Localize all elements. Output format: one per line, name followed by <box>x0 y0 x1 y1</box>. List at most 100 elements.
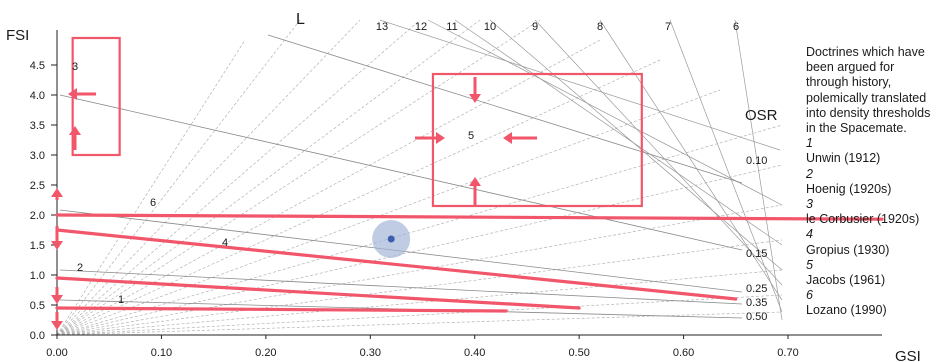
y-axis-label: FSI <box>6 27 29 44</box>
l-line-label: 11 <box>446 21 457 33</box>
arrow-head <box>68 88 77 100</box>
caption-entry-number: 1 <box>806 136 813 151</box>
fan-ray <box>56 39 246 336</box>
box-label: 5 <box>468 130 474 142</box>
y-tick-label: 3.5 <box>30 120 45 132</box>
fan-ray <box>56 19 301 336</box>
x-axis-label: GSI <box>895 348 921 362</box>
caption-entry-reference: Gropius (1930) <box>806 242 890 257</box>
l-line-label: 13 <box>376 21 388 33</box>
caption-entry-number: 5 <box>806 257 813 272</box>
caption-intro: Doctrines which have been argued for thr… <box>806 45 931 136</box>
y-tick-label: 0.0 <box>30 330 45 342</box>
l-line <box>534 19 783 286</box>
fan-ray <box>56 19 541 336</box>
threshold-label: 4 <box>222 237 228 249</box>
fan-ray <box>56 311 783 336</box>
threshold-box <box>71 36 121 157</box>
caption-entry-reference: Hoenig (1920s) <box>806 181 892 196</box>
threshold-line <box>55 213 884 221</box>
y-tick-label: 3.0 <box>30 150 45 162</box>
arrow-head <box>69 126 81 135</box>
l-line <box>379 19 781 151</box>
caption-list: 1 Unwin (1912) 2 Hoenig (1920s) 3 le Corbusie… <box>806 136 936 318</box>
l-line <box>599 19 783 301</box>
l-line-label: 9 <box>532 21 538 33</box>
osr-line <box>59 269 743 305</box>
fan-ray <box>56 59 661 336</box>
x-tick-label: 0.60 <box>673 347 694 359</box>
osr-line <box>59 94 743 251</box>
l-line-label: 7 <box>665 21 671 33</box>
fan-ray <box>56 89 721 336</box>
arrow-head <box>469 94 481 103</box>
guide-lines <box>56 19 783 336</box>
caption-entry-number: 6 <box>806 288 813 303</box>
threshold-label: 2 <box>77 262 83 274</box>
x-tick-label: 0.70 <box>777 347 798 359</box>
fan-ray <box>56 269 783 336</box>
y-tick-label: 1.5 <box>30 240 45 252</box>
l-line-label: 8 <box>597 21 603 33</box>
box-label: 3 <box>72 61 78 73</box>
l-line <box>669 19 783 313</box>
osr-line-label: 0.35 <box>746 297 767 309</box>
caption-entry-reference: le Corbusier (1920s) <box>806 212 920 227</box>
arrow-head <box>503 132 512 144</box>
osr-line-label: 0.10 <box>746 155 767 167</box>
caption-entry-number: 4 <box>806 227 813 242</box>
threshold-label: 1 <box>118 294 124 306</box>
y-tick-label: 4.0 <box>30 90 45 102</box>
x-tick-label: 0.00 <box>46 347 67 359</box>
osr-axis-label: OSR <box>745 107 778 124</box>
x-tick-label: 0.30 <box>360 347 381 359</box>
arrow-head <box>51 321 63 330</box>
arrow-head <box>51 241 63 250</box>
fan-ray <box>56 39 601 336</box>
threshold-label: 6 <box>150 197 156 209</box>
caption-entry-number: 2 <box>806 166 813 181</box>
threshold-line <box>55 276 581 310</box>
osr-line-label: 0.25 <box>746 283 767 295</box>
x-tick-label: 0.10 <box>151 347 172 359</box>
y-tick-label: 0.5 <box>30 300 45 312</box>
fan-ray <box>56 204 783 336</box>
l-line <box>734 19 783 321</box>
caption-entry-reference: Lozano (1990) <box>806 303 887 318</box>
l-line-label: 12 <box>415 21 427 33</box>
threshold-line <box>55 228 738 301</box>
highlight-point <box>387 235 395 243</box>
fan-ray <box>56 124 783 336</box>
y-tick-label: 2.5 <box>30 180 45 192</box>
threshold-box <box>431 72 643 208</box>
x-tick-label: 0.50 <box>568 347 589 359</box>
osr-line <box>267 34 743 184</box>
osr-line-label: 0.50 <box>746 311 767 323</box>
arrow-head <box>436 132 445 144</box>
y-tick-label: 2.0 <box>30 210 45 222</box>
caption-entry-reference: Unwin (1912) <box>806 151 881 166</box>
y-tick-label: 4.5 <box>30 60 45 72</box>
osr-line-label: 0.15 <box>746 248 767 260</box>
density-thresholds <box>51 36 884 330</box>
fan-ray <box>56 294 783 336</box>
l-line-label: 6 <box>733 21 739 33</box>
x-tick-label: 0.40 <box>464 347 485 359</box>
x-tick-label: 0.20 <box>255 347 276 359</box>
l-line <box>427 19 783 206</box>
arrow-head <box>51 188 63 197</box>
l-line <box>489 19 783 271</box>
l-axis-label: L <box>296 11 305 28</box>
l-line <box>454 19 783 246</box>
arrow-head <box>469 177 481 186</box>
fan-ray <box>56 164 783 336</box>
fan-ray <box>56 239 783 336</box>
caption-entry-reference: Jacobs (1961) <box>806 273 886 288</box>
caption: Doctrines which have been argued for thr… <box>806 45 936 319</box>
caption-entry-number: 3 <box>806 197 813 212</box>
axes: 0.0 0.5 1.0 1.5 2.0 2.5 3.0 3.5 4.0 4.5 0.00 0.10 0.… <box>30 30 882 359</box>
l-line-label: 10 <box>484 21 496 33</box>
threshold-line <box>55 306 508 313</box>
